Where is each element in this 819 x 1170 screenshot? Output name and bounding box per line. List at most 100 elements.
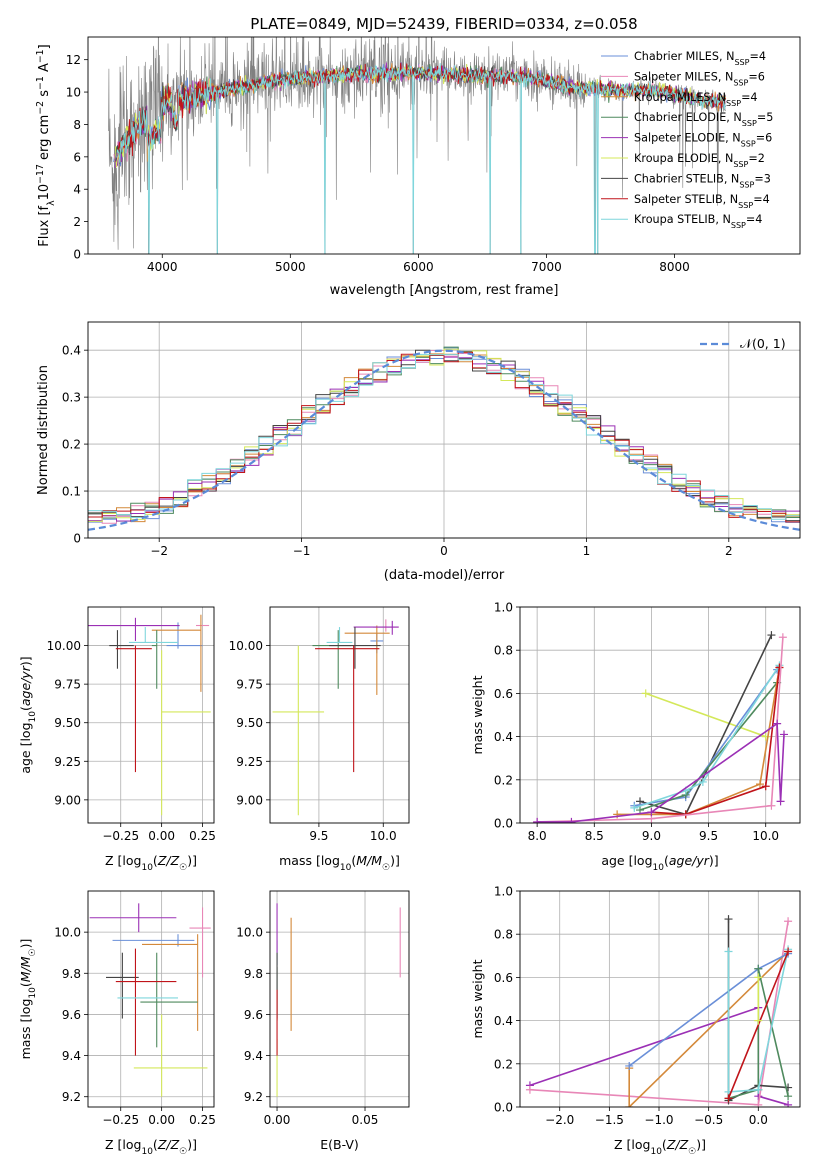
- label-run: age [log: [601, 853, 652, 868]
- label-run: SSP: [738, 200, 753, 209]
- y-tick-label: 10.00: [47, 639, 81, 653]
- x-tick-label: −1.0: [644, 1113, 673, 1127]
- label-run: )]: [18, 656, 33, 666]
- axes-frame: [269, 606, 410, 824]
- spectrum-panel: 4000 5000 6000 7000 8000 0 2 4 6 8 10 12 wavelength …: [35, 36, 801, 298]
- label-run: Salpeter ELODIE, N: [634, 132, 741, 145]
- label-run: Z/Z: [157, 1137, 180, 1152]
- x-axis-label: Z [log10(Z/Z☉)]: [614, 1137, 706, 1157]
- y-tick-label: 9.50: [54, 716, 81, 730]
- label-run: Z [log: [614, 1137, 650, 1152]
- y-tick-label: 9.4: [62, 1049, 81, 1063]
- y-tick-label: 10: [66, 86, 81, 100]
- weight-series: [645, 692, 766, 738]
- x-tick-label: 0.25: [189, 829, 216, 843]
- y-tick-label: 0.1: [62, 485, 81, 499]
- y-tick-label: 0.2: [494, 1057, 513, 1071]
- label-run: ☉: [382, 863, 390, 873]
- label-run: ☉: [179, 1147, 187, 1157]
- label-run: )]: [696, 1137, 706, 1152]
- axes-frame: [87, 321, 801, 539]
- legend-label: Chabrier ELODIE, NSSP=5: [634, 111, 773, 128]
- x-tick-label: −2: [150, 544, 168, 558]
- legend-label: Chabrier STELIB, NSSP=3: [634, 172, 771, 189]
- weight-marker: [754, 1016, 763, 1025]
- weight-marker: [647, 808, 656, 817]
- y-tick-label: 10.0: [54, 926, 81, 940]
- legend-label: Salpeter STELIB, NSSP=4: [634, 193, 770, 210]
- label-run: =4: [741, 91, 758, 104]
- label-run: age [log: [18, 722, 33, 773]
- y-tick-label: 10.0: [236, 926, 263, 940]
- label-run: (: [351, 853, 356, 868]
- label-run: =4: [753, 193, 770, 206]
- x-tick-label: 10.0: [752, 829, 779, 843]
- legend-label: Chabrier MILES, NSSP=4: [634, 50, 766, 67]
- x-tick-label: −1.5: [595, 1113, 624, 1127]
- weight-marker: [784, 917, 793, 926]
- y-tick-label: 6: [73, 150, 81, 164]
- y-tick-label: 0.6: [494, 971, 513, 985]
- x-tick-label: 0.05: [352, 1113, 379, 1127]
- weight-marker: [754, 1085, 763, 1094]
- axes-frame: [87, 36, 801, 255]
- label-run: SSP: [733, 78, 748, 87]
- label-run: Kroupa ELODIE, N: [634, 152, 733, 165]
- weight-marker: [756, 780, 764, 789]
- weight-marker: [775, 663, 784, 672]
- y-axis-label: mass weight: [470, 675, 485, 754]
- y-tick-label: 9.8: [62, 967, 81, 981]
- x-axis-label: mass [log10(M/M☉)]: [279, 853, 400, 873]
- x-axis-label: wavelength [Angstrom, rest frame]: [330, 283, 559, 298]
- weight-marker: [698, 777, 707, 786]
- label-run: s: [37, 90, 52, 101]
- y-tick-label: 0.3: [62, 391, 81, 405]
- y-tick-label: 10.00: [229, 639, 263, 653]
- label-run: )]: [187, 853, 197, 868]
- x-tick-label: −0.5: [694, 1113, 723, 1127]
- label-run: (: [18, 706, 33, 711]
- label-run: mass [log: [279, 853, 340, 868]
- label-run: M/M: [356, 853, 382, 868]
- x-axis-label: E(B-V): [320, 1137, 359, 1152]
- y-tick-label: 8: [73, 118, 81, 132]
- y-tick-label: 9.4: [244, 1049, 263, 1063]
- y-tick-label: 0.4: [62, 344, 81, 358]
- label-run: ☉: [179, 863, 187, 873]
- y-tick-label: 9.2: [244, 1090, 263, 1104]
- y-tick-label: 9.8: [244, 967, 263, 981]
- x-tick-label: 8000: [659, 260, 690, 274]
- weight-marker: [724, 1094, 733, 1103]
- label-run: erg cm: [37, 115, 52, 164]
- label-run: 10: [141, 863, 153, 873]
- label-run: Z/Z: [666, 1137, 689, 1152]
- weight-marker: [567, 817, 576, 823]
- label-run: −2: [35, 101, 46, 115]
- axes-frame: [519, 890, 801, 1108]
- label-run: ☉: [28, 948, 38, 956]
- weight-marker: [767, 631, 776, 640]
- axes-frame: [87, 890, 215, 1108]
- y-tick-label: 0.0: [494, 1101, 513, 1115]
- legend-label: Kroupa ELODIE, NSSP=2: [634, 152, 765, 169]
- y-tick-label: 0.4: [494, 1014, 513, 1028]
- label-run: =6: [756, 132, 773, 145]
- y-tick-label: 0: [73, 532, 81, 546]
- legend-label: Kroupa MILES, NSSP=4: [634, 91, 758, 108]
- y-tick-label: 9.50: [236, 716, 263, 730]
- legend-label: Kroupa STELIB, NSSP=4: [634, 213, 762, 230]
- weight-marker: [625, 1103, 634, 1107]
- residual-histogram: [88, 351, 800, 523]
- weight-series: [617, 667, 781, 816]
- model-spectrum: [116, 63, 726, 254]
- label-run: Flux [f: [37, 205, 52, 246]
- label-run: −1: [35, 76, 46, 90]
- label-run: E(B-V): [320, 1137, 359, 1152]
- weight-marker: [778, 633, 787, 642]
- label-run: =6: [748, 70, 765, 83]
- label-run: Z/Z: [157, 853, 180, 868]
- y-tick-label: 9.75: [236, 678, 263, 692]
- x-tick-label: 0.00: [148, 1113, 175, 1127]
- label-run: (: [153, 853, 158, 868]
